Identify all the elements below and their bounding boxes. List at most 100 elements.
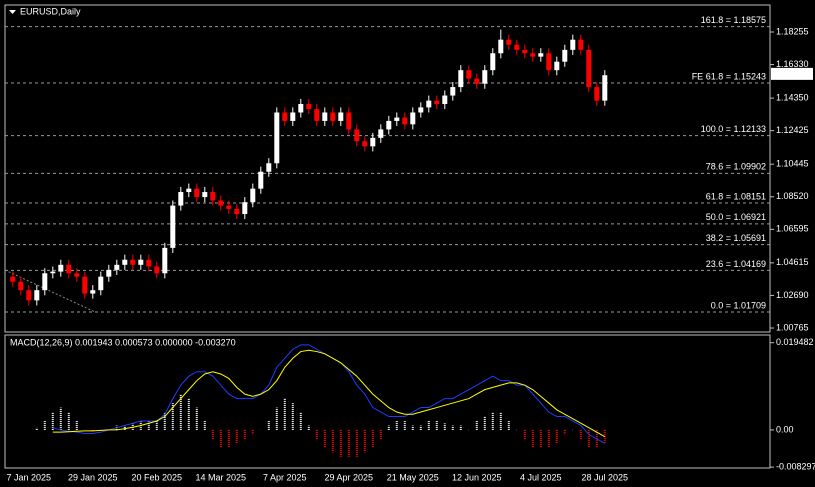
x-tick-label: 29 Apr 2025 (325, 472, 374, 482)
candle-body (186, 188, 192, 193)
candle-body (602, 75, 608, 101)
candle-body (386, 120, 392, 130)
candle-body (202, 192, 208, 198)
candle-body (506, 39, 512, 45)
y-tick-label: 1.08520 (776, 191, 809, 201)
fib-label: 78.6 = 1.09902 (706, 162, 766, 172)
candle-body (90, 290, 96, 294)
candle-body (162, 247, 168, 274)
candle-body (178, 192, 184, 206)
candle-body (578, 39, 584, 50)
current-price-box (771, 67, 813, 80)
candle-body (514, 44, 520, 50)
macd-title: MACD(12,26,9) 0.001943 0.000573 0.000000… (10, 337, 236, 347)
candle-body (410, 112, 416, 125)
candle-body (306, 104, 312, 110)
candle-body (138, 259, 144, 265)
x-tick-label: 7 Jan 2025 (7, 472, 52, 482)
candle-body (426, 100, 432, 108)
y-tick-label: 1.12425 (776, 125, 809, 135)
candle-body (66, 264, 72, 274)
candle-body (378, 129, 384, 138)
menu-triangle (9, 10, 16, 14)
x-tick-label: 21 May 2025 (387, 472, 439, 482)
candle-body (498, 39, 504, 54)
candle-body (82, 276, 88, 294)
candle-body (554, 61, 560, 71)
candle-body (354, 129, 360, 142)
candle-body (458, 70, 464, 88)
candle-body (314, 109, 320, 121)
candle-body (58, 264, 64, 272)
fib-label: 23.6 = 1.04169 (706, 259, 766, 269)
candle-body (114, 264, 120, 270)
candle-body (434, 100, 440, 105)
x-tick-label: 20 Feb 2025 (132, 472, 183, 482)
trend-line (4, 269, 96, 313)
candle-body (594, 87, 600, 101)
candle-body (226, 205, 232, 209)
chart-title: EURUSD,Daily (20, 6, 81, 16)
candle-body (538, 53, 544, 57)
candle-body (18, 281, 24, 291)
candle-body (42, 273, 48, 291)
candle-body (234, 208, 240, 215)
candle-body (474, 78, 480, 84)
y-tick-label: 0.019482 (776, 337, 814, 347)
fib-label: 161.8 = 1.18575 (701, 15, 766, 25)
y-tick-label: 1.04615 (776, 257, 809, 267)
candle-body (482, 70, 488, 84)
y-tick-label: 1.00765 (776, 322, 809, 332)
candle-body (522, 49, 528, 54)
x-tick-label: 28 Jul 2025 (582, 472, 629, 482)
y-tick-label: 1.10445 (776, 159, 809, 169)
fib-label: 38.2 = 1.05691 (706, 233, 766, 243)
y-tick-label: 1.02690 (776, 290, 809, 300)
candle-body (266, 163, 272, 172)
candle-body (290, 112, 296, 121)
macd-pane-frame (4, 334, 771, 469)
current-price: 1.15781 (776, 68, 809, 78)
x-tick-label: 29 Jan 2025 (68, 472, 118, 482)
signal-line (52, 349, 606, 438)
candle-body (442, 95, 448, 105)
candle-body (122, 259, 128, 265)
candle-body (218, 200, 224, 206)
candle-body (170, 205, 176, 248)
y-tick-label: 1.14350 (776, 92, 809, 102)
candle-body (74, 273, 80, 277)
candle-body (10, 276, 16, 282)
candle-body (194, 188, 200, 198)
candle-body (490, 53, 496, 71)
fib-label: 61.8 = 1.08151 (706, 191, 766, 201)
candle-body (362, 141, 368, 147)
y-tick-label: 1.18255 (776, 26, 809, 36)
candle-body (466, 70, 472, 79)
x-tick-label: 12 Jun 2025 (452, 472, 502, 482)
candle-body (26, 290, 32, 301)
candle-body (394, 117, 400, 121)
y-tick-label: 1.16330 (776, 59, 809, 69)
y-tick-label: 0.00 (776, 424, 794, 434)
main-line (52, 344, 606, 444)
candle-body (330, 112, 336, 121)
candle-body (530, 53, 536, 57)
candle-body (562, 49, 568, 62)
candle-body (210, 192, 216, 201)
candle-body (570, 39, 576, 50)
fib-label: 50.0 = 1.06921 (706, 212, 766, 222)
candle-body (98, 276, 104, 291)
candle-body (586, 49, 592, 88)
candle-body (450, 87, 456, 96)
candle-body (402, 117, 408, 125)
candle-body (370, 137, 376, 147)
candle-body (322, 112, 328, 121)
main-pane-frame (4, 4, 771, 333)
candle-body (50, 271, 56, 274)
x-tick-label: 14 Mar 2025 (196, 472, 247, 482)
candle-body (242, 202, 248, 215)
x-tick-label: 4 Jul 2025 (520, 472, 562, 482)
candle-body (106, 269, 112, 277)
candle-body (338, 112, 344, 121)
